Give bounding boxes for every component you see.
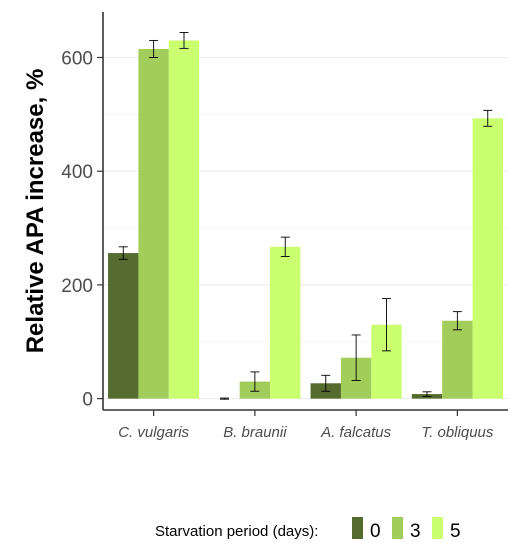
bars-group	[108, 40, 503, 399]
bar-series-5-cat-3	[472, 118, 503, 399]
x-tick-label-3: T. obliquus	[421, 424, 493, 441]
legend-label-5: 5	[450, 521, 461, 542]
bar-series-5-cat-1	[270, 246, 301, 399]
bar-series-5-cat-0	[168, 40, 200, 399]
error-bars-group	[118, 32, 493, 400]
x-tick-label-2: A. falcatus	[320, 424, 392, 441]
bar-series-3-cat-0	[138, 48, 169, 399]
y-tick-label-2: 400	[61, 162, 93, 183]
legend: Starvation period (days): 0 3 5	[155, 517, 461, 542]
bar-series-3-cat-3	[442, 320, 473, 399]
legend-key-5	[432, 517, 443, 539]
y-tick-label-1: 200	[61, 276, 93, 297]
x-ticks: C. vulgaris B. braunii A. falcatus T. obliq…	[118, 410, 494, 441]
legend-label-3: 3	[410, 521, 421, 542]
legend-key-3	[392, 517, 403, 539]
y-tick-label-0: 0	[82, 390, 93, 411]
x-tick-label-0: C. vulgaris	[118, 424, 189, 441]
y-axis-title: Relative APA increase, %	[22, 69, 49, 354]
bar-series-0-cat-0	[108, 253, 139, 399]
x-tick-label-1: B. braunii	[223, 424, 287, 441]
legend-title: Starvation period (days):	[155, 523, 318, 540]
legend-label-0: 0	[370, 521, 381, 542]
y-tick-label-3: 600	[61, 48, 93, 69]
y-ticks: 0 200 400 600	[61, 48, 103, 411]
legend-key-0	[352, 517, 363, 539]
